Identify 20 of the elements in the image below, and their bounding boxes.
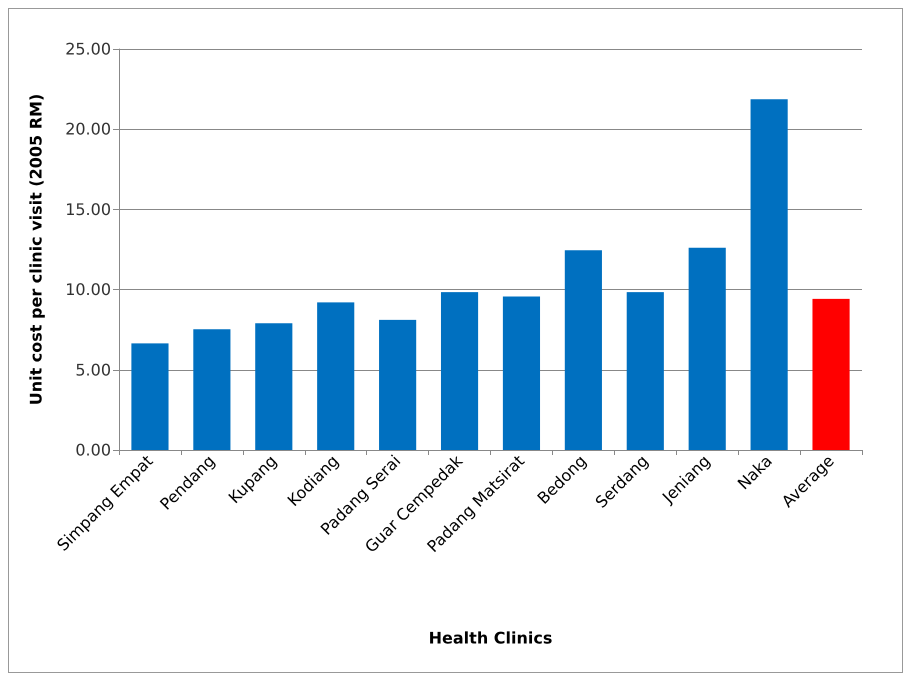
bar [750, 99, 788, 450]
bar [317, 302, 354, 450]
bar [193, 329, 230, 450]
y-tick-label: 5.00 [75, 360, 111, 380]
bar [502, 296, 540, 450]
y-tick-label: 20.00 [65, 120, 111, 139]
y-tick-label: 0.00 [75, 440, 111, 460]
y-axis-title: Unit cost per clinic visit (2005 RM) [26, 94, 46, 406]
bar [688, 248, 726, 450]
x-axis-title: Health Clinics [428, 628, 552, 648]
y-tick-label: 10.00 [65, 280, 111, 300]
bar [379, 320, 416, 450]
bar [255, 323, 292, 450]
y-tick-label: 15.00 [65, 200, 111, 219]
y-tick-label: 25.00 [65, 40, 111, 58]
bar [440, 292, 478, 450]
bar [131, 343, 169, 450]
bar [626, 292, 664, 450]
bar [812, 298, 850, 450]
bar [564, 250, 602, 450]
